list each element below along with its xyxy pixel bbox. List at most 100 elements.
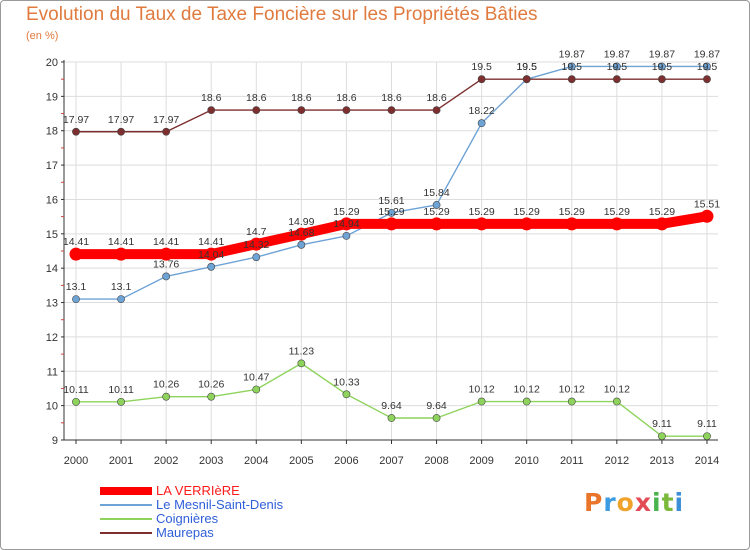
data-point-coigni-res bbox=[342, 390, 351, 399]
data-label-la-verri-re: 14.41 bbox=[108, 236, 134, 248]
data-point-coigni-res bbox=[207, 392, 216, 401]
data-label-le-mesnil-saint-denis: 19.87 bbox=[694, 48, 720, 60]
data-point-coigni-res bbox=[387, 414, 396, 422]
legend-label: Maurepas bbox=[156, 525, 214, 540]
data-point-maurepas bbox=[117, 127, 125, 136]
y-tick-label: 12 bbox=[46, 332, 58, 344]
data-label-la-verri-re: 15.29 bbox=[604, 206, 630, 218]
legend-swatch bbox=[100, 504, 152, 506]
data-point-coigni-res bbox=[612, 397, 621, 406]
data-point-maurepas bbox=[703, 75, 711, 84]
data-label-la-verri-re: 14.7 bbox=[246, 226, 267, 238]
data-label-maurepas: 18.6 bbox=[291, 92, 312, 104]
logo-letter: i bbox=[652, 488, 662, 517]
chart-title: Evolution du Taux de Taxe Foncière sur l… bbox=[26, 4, 538, 25]
data-point-la-verri-re bbox=[114, 247, 128, 261]
data-point-maurepas bbox=[252, 106, 261, 115]
data-label-le-mesnil-saint-denis: 14.94 bbox=[333, 218, 359, 230]
data-point-la-verri-re bbox=[655, 217, 669, 231]
y-tick-label: 14 bbox=[46, 263, 58, 275]
data-point-le-mesnil-saint-denis bbox=[703, 62, 711, 71]
x-tick-label: 2000 bbox=[64, 455, 88, 467]
data-label-coigni-res: 9.64 bbox=[426, 400, 447, 412]
x-tick-label: 2012 bbox=[605, 455, 629, 467]
data-label-coigni-res: 10.12 bbox=[604, 384, 630, 396]
x-tick-label: 2008 bbox=[424, 455, 448, 467]
x-tick-label: 2001 bbox=[109, 455, 133, 467]
data-label-maurepas: 19.5 bbox=[516, 61, 537, 73]
data-point-le-mesnil-saint-denis bbox=[567, 62, 576, 71]
data-point-maurepas bbox=[72, 127, 80, 136]
data-label-coigni-res: 9.64 bbox=[381, 400, 402, 412]
data-label-maurepas: 18.6 bbox=[381, 92, 402, 104]
data-point-maurepas bbox=[342, 106, 351, 115]
data-point-coigni-res bbox=[477, 397, 486, 406]
data-point-le-mesnil-saint-denis bbox=[252, 253, 261, 262]
data-label-maurepas: 19.5 bbox=[562, 61, 583, 73]
data-point-coigni-res bbox=[522, 397, 531, 406]
data-label-le-mesnil-saint-denis: 14.68 bbox=[288, 227, 314, 239]
x-tick-label: 2013 bbox=[650, 455, 674, 467]
data-point-la-verri-re bbox=[565, 217, 579, 231]
chart-unit-label: (en %) bbox=[26, 30, 59, 42]
data-label-maurepas: 19.5 bbox=[652, 61, 673, 73]
data-point-le-mesnil-saint-denis bbox=[658, 62, 666, 71]
data-point-coigni-res bbox=[72, 397, 80, 406]
data-point-la-verri-re bbox=[430, 217, 444, 231]
data-point-la-verri-re bbox=[294, 227, 308, 241]
y-tick-label: 9 bbox=[52, 435, 58, 447]
data-point-la-verri-re bbox=[69, 247, 83, 261]
data-label-coigni-res: 10.11 bbox=[63, 384, 89, 396]
data-label-maurepas: 18.6 bbox=[426, 92, 447, 104]
data-point-la-verri-re bbox=[249, 237, 263, 251]
data-label-la-verri-re: 15.29 bbox=[514, 206, 540, 218]
data-label-coigni-res: 10.26 bbox=[153, 379, 179, 391]
x-tick-label: 2002 bbox=[154, 455, 178, 467]
data-label-coigni-res: 10.12 bbox=[468, 384, 494, 396]
data-point-coigni-res bbox=[162, 392, 171, 401]
data-label-le-mesnil-saint-denis: 13.1 bbox=[66, 281, 87, 293]
data-label-coigni-res: 9.11 bbox=[697, 418, 717, 430]
y-tick-label: 17 bbox=[46, 160, 58, 172]
data-label-la-verri-re: 15.29 bbox=[468, 206, 494, 218]
x-tick-label: 2006 bbox=[334, 455, 358, 467]
data-label-le-mesnil-saint-denis: 18.22 bbox=[468, 105, 494, 117]
data-point-maurepas bbox=[207, 106, 216, 115]
data-point-coigni-res bbox=[567, 397, 576, 406]
legend-label: LA VERRIèRE bbox=[156, 483, 240, 498]
legend-label: Le Mesnil-Saint-Denis bbox=[156, 497, 284, 512]
data-point-maurepas bbox=[162, 127, 171, 136]
data-point-le-mesnil-saint-denis bbox=[117, 295, 125, 304]
data-label-le-mesnil-saint-denis: 13.1 bbox=[111, 281, 132, 293]
data-label-coigni-res: 11.23 bbox=[289, 345, 315, 357]
data-label-le-mesnil-saint-denis: 19.87 bbox=[649, 48, 675, 60]
legend-swatch bbox=[100, 518, 152, 520]
y-tick-label: 15 bbox=[46, 229, 58, 241]
data-label-coigni-res: 10.12 bbox=[559, 384, 585, 396]
data-point-la-verri-re bbox=[204, 247, 218, 261]
data-label-le-mesnil-saint-denis: 14.32 bbox=[243, 239, 269, 251]
legend-label: Coignières bbox=[156, 511, 219, 526]
data-label-coigni-res: 10.33 bbox=[333, 376, 359, 388]
legend-swatch bbox=[100, 487, 152, 495]
data-point-maurepas bbox=[297, 106, 306, 115]
data-point-le-mesnil-saint-denis bbox=[162, 272, 171, 281]
y-tick-label: 19 bbox=[46, 91, 58, 103]
data-label-la-verri-re: 15.29 bbox=[559, 206, 585, 218]
data-point-la-verri-re bbox=[339, 217, 353, 231]
x-tick-label: 2010 bbox=[514, 455, 538, 467]
data-label-la-verri-re: 15.29 bbox=[649, 206, 675, 218]
data-point-coigni-res bbox=[432, 414, 441, 422]
data-point-la-verri-re bbox=[159, 247, 173, 261]
data-point-le-mesnil-saint-denis bbox=[342, 231, 351, 240]
data-point-le-mesnil-saint-denis bbox=[297, 240, 306, 249]
data-label-le-mesnil-saint-denis: 19.87 bbox=[604, 48, 630, 60]
legend-swatch bbox=[100, 532, 152, 534]
y-tick-label: 20 bbox=[46, 57, 58, 69]
data-point-maurepas bbox=[387, 106, 396, 115]
data-point-maurepas bbox=[658, 75, 666, 84]
data-label-la-verri-re: 14.99 bbox=[288, 216, 314, 228]
data-point-le-mesnil-saint-denis bbox=[387, 208, 396, 217]
data-point-maurepas bbox=[522, 75, 531, 84]
